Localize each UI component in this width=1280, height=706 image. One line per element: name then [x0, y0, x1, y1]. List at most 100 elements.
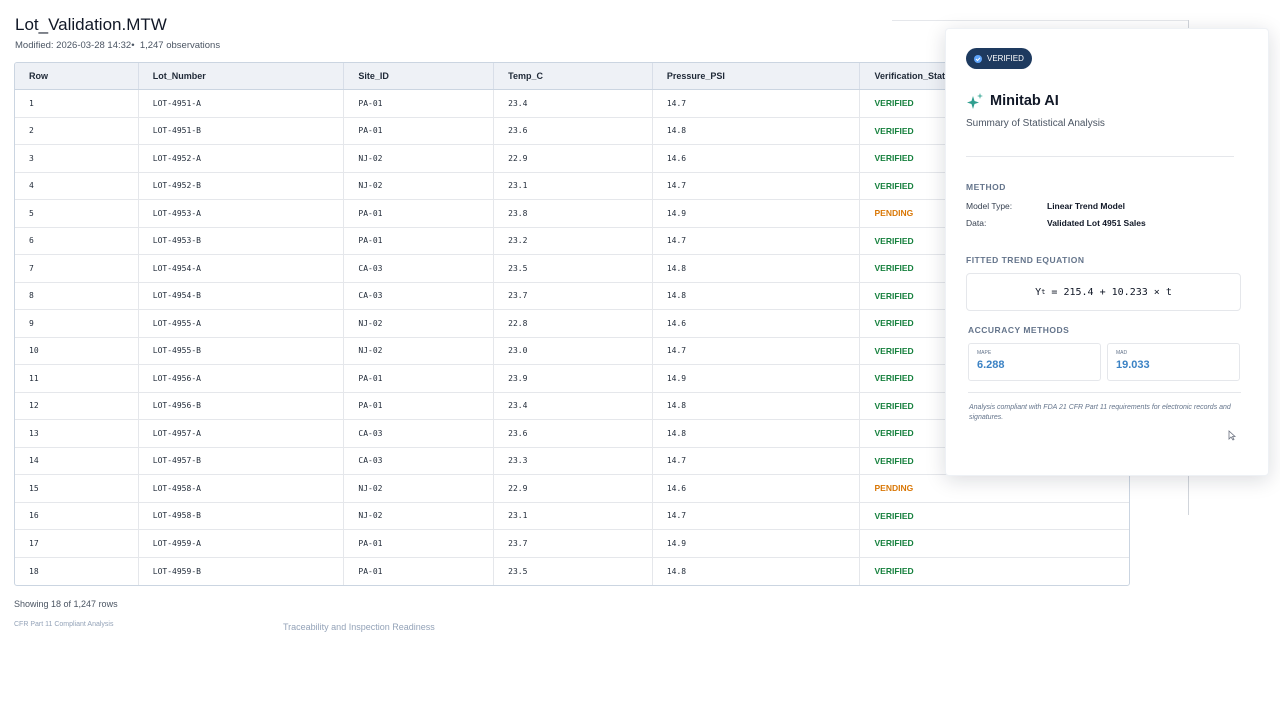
table-cell: 4 [15, 172, 139, 199]
status-cell: VERIFIED [874, 290, 914, 301]
table-cell: LOT-4957-A [139, 420, 345, 447]
table-cell: 16 [15, 502, 139, 529]
table-row: 16 LOT-4958-B NJ-02 23.1 14.7 VERIFIED [15, 502, 1129, 530]
table-row: 17 LOT-4959-A PA-01 23.7 14.9 VERIFIED [15, 530, 1129, 558]
status-cell: PENDING [874, 483, 914, 494]
table-row: 12 LOT-4956-B PA-01 23.4 14.8 VERIFIED [15, 392, 1129, 420]
table-cell: LOT-4959-B [139, 557, 345, 585]
table-cell: PA-01 [344, 90, 495, 117]
table-cell: 14.7 [653, 502, 861, 529]
table-cell: LOT-4951-B [139, 117, 345, 144]
table-cell: CA-03 [344, 447, 495, 474]
section-heading: ACCURACY METHODS [968, 325, 1070, 335]
table-cell: 23.7 [494, 530, 653, 557]
status-cell: VERIFIED [874, 538, 914, 549]
table-cell: 23.4 [494, 392, 653, 419]
table-cell: NJ-02 [344, 310, 495, 337]
table-cell: 22.9 [494, 145, 653, 172]
table-cell: 23.8 [494, 200, 653, 227]
table-cell: 5 [15, 200, 139, 227]
metric-name: MAPE [977, 350, 992, 356]
metric-box: MAD 19.033 [1107, 343, 1240, 381]
table-row: 10 LOT-4955-B NJ-02 23.0 14.7 VERIFIED [15, 337, 1129, 365]
table-cell: LOT-4958-A [139, 475, 345, 502]
column-header: Lot_Number [139, 63, 345, 89]
method-label: Model Type: [966, 201, 1013, 211]
table-cell: 9 [15, 310, 139, 337]
column-header: Verification_Status [874, 71, 956, 81]
eq-rhs: = 215.4 + 10.233 × t [1045, 286, 1172, 298]
table-cell: PA-01 [344, 117, 495, 144]
metric-value: 19.033 [1116, 359, 1150, 371]
table-cell: PA-01 [344, 557, 495, 585]
file-meta: Modified: 2026-03-28 14:32• 1,247 observ… [15, 40, 220, 51]
badge-text: VERIFIED [987, 54, 1024, 63]
table-cell: 23.6 [494, 117, 653, 144]
column-header: Pressure_PSI [653, 63, 861, 89]
status-cell: VERIFIED [874, 428, 914, 439]
verified-badge: VERIFIED [966, 48, 1032, 69]
table-cell: LOT-4954-A [139, 255, 345, 282]
table-cell: 8 [15, 282, 139, 309]
status-cell: VERIFIED [874, 98, 914, 109]
table-cell: 14.7 [653, 447, 861, 474]
table-cell: 14.6 [653, 145, 861, 172]
table-cell: LOT-4953-A [139, 200, 345, 227]
table-cell: 12 [15, 392, 139, 419]
observations: 1,247 observations [139, 40, 221, 51]
table-cell: 14.7 [653, 172, 861, 199]
status-cell: VERIFIED [874, 400, 914, 411]
table-cell: 23.4 [494, 90, 653, 117]
status-cell: VERIFIED [874, 125, 914, 136]
metric-name: MAD [1116, 350, 1128, 356]
table-cell: 1 [15, 90, 139, 117]
compliance-label: CFR Part 11 Compliant Analysis [14, 621, 114, 628]
table-cell: 2 [15, 117, 139, 144]
file-title: Lot_Validation.MTW [15, 15, 167, 34]
table-cell: 14.6 [653, 475, 861, 502]
data-table: Row Lot_Number Site_ID Temp_C Pressure_PSI Ve… [14, 62, 1130, 586]
table-cell: 23.2 [494, 227, 653, 254]
table-row: 9 LOT-4955-A NJ-02 22.8 14.6 VERIFIED [15, 310, 1129, 338]
column-header: Site_ID [344, 63, 495, 89]
method-label: Data: [966, 218, 987, 228]
table-cell: 14.9 [653, 530, 861, 557]
table-cell: NJ-02 [344, 502, 495, 529]
title-text: Minitab AI [990, 93, 1059, 109]
header-row: Row Lot_Number Site_ID Temp_C Pressure_PSI Ve… [15, 63, 1129, 90]
table-cell: 14.8 [653, 255, 861, 282]
table-row: 8 LOT-4954-B CA-03 23.7 14.8 VERIFIED [15, 282, 1129, 310]
table-cell: 14.6 [653, 310, 861, 337]
status-cell: VERIFIED [874, 263, 914, 274]
table-cell: NJ-02 [344, 145, 495, 172]
table-cell: 14.8 [653, 420, 861, 447]
table-cell: 14.7 [653, 337, 861, 364]
table-cell: 11 [15, 365, 139, 392]
table-cell: LOT-4952-A [139, 145, 345, 172]
table-cell: 15 [15, 475, 139, 502]
table-cell: PA-01 [344, 530, 495, 557]
table-cell: CA-03 [344, 255, 495, 282]
modified: Modified: 2026-03-28 14:32 [15, 40, 132, 51]
table-cell: LOT-4956-A [139, 365, 345, 392]
table-cell: 14.7 [653, 227, 861, 254]
table-row: 2 LOT-4951-B PA-01 23.6 14.8 VERIFIED [15, 117, 1129, 145]
table-cell: LOT-4957-B [139, 447, 345, 474]
table-cell: 14.7 [653, 90, 861, 117]
table-cell: LOT-4958-B [139, 502, 345, 529]
table-row: 6 LOT-4953-B PA-01 23.2 14.7 VERIFIED [15, 227, 1129, 255]
eq-lhs: Y [1035, 286, 1042, 298]
separator: • [131, 40, 135, 51]
table-row: 13 LOT-4957-A CA-03 23.6 14.8 VERIFIED [15, 420, 1129, 448]
metric-value: 6.288 [977, 359, 1005, 371]
table-cell: 10 [15, 337, 139, 364]
section-heading: FITTED TREND EQUATION [966, 255, 1085, 265]
bg-line [892, 20, 1189, 21]
table-row: 18 LOT-4959-B PA-01 23.5 14.8 VERIFIED [15, 557, 1129, 585]
status-cell: VERIFIED [874, 510, 914, 521]
column-header: Temp_C [494, 63, 653, 89]
table-cell: LOT-4956-B [139, 392, 345, 419]
compliance-note: Analysis compliant with FDA 21 CFR Part … [969, 404, 1231, 421]
table-cell: PA-01 [344, 392, 495, 419]
